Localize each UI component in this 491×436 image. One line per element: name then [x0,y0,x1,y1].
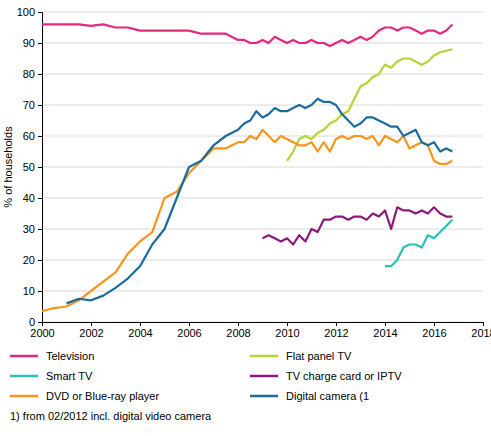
legend-item: DVD or Blue-ray player [10,390,159,402]
series-line [42,24,452,46]
series-line [263,207,453,244]
y-tick [38,260,42,261]
grid-line [42,136,483,137]
y-tick [38,136,42,137]
x-tick [434,322,435,326]
x-tick-label: 2008 [226,327,250,339]
grid-line [42,198,483,199]
legend-item: Flat panel TV [250,350,352,362]
x-tick [189,322,190,326]
legend-label: Television [46,350,94,362]
x-tick-label: 2006 [177,327,201,339]
y-tick [38,198,42,199]
series-line [67,99,453,304]
grid [42,12,483,322]
x-tick [336,322,337,326]
grid-line [42,74,483,75]
legend-label: DVD or Blue-ray player [46,390,159,402]
x-tick-label: 2010 [275,327,299,339]
y-axis-title: % of households [2,126,14,208]
y-tick-label: 20 [23,254,35,266]
legend-label: Flat panel TV [286,350,352,362]
legend-swatch [10,375,38,378]
y-axis: 0102030405060708090100 [17,6,43,328]
y-tick-label: 60 [23,130,35,142]
x-axis: 2000 2002 2004 2006 2008 2010 2012 2014 2016 2018 [30,322,491,339]
x-tick-label: 2002 [79,327,103,339]
x-tick [287,322,288,326]
y-tick-label: 10 [23,285,35,297]
legend-item: Smart TV [10,370,93,382]
plot: 0102030405060708090100200020022004200620… [17,6,491,339]
legend-swatch [250,375,278,378]
footnote: 1) from 02/2012 incl. digital video came… [10,410,212,422]
legend-label: TV charge card or IPTV [286,370,402,382]
grid-line [42,43,483,44]
legend-swatch [250,355,278,358]
y-tick-label: 70 [23,99,35,111]
y-tick [38,229,42,230]
x-tick-label: 2000 [30,327,54,339]
chart: 0102030405060708090100200020022004200620… [0,0,491,436]
x-tick [483,322,484,326]
series-line [385,220,452,267]
y-tick [38,12,42,13]
x-tick-label: 2016 [422,327,446,339]
y-tick [38,291,42,292]
x-tick [140,322,141,326]
series-line [42,130,452,311]
grid-line [42,12,483,13]
legend-label: Smart TV [46,370,93,382]
legend: Television Flat panel TV Smart TV TV charge… [10,350,402,402]
legend-swatch [10,355,38,358]
x-tick-label: 2004 [128,327,152,339]
y-axis-line [38,13,43,323]
x-tick-label: 2018 [471,327,491,339]
grid-line [42,260,483,261]
legend-swatch [250,395,278,398]
lines [42,24,452,311]
legend-item: TV charge card or IPTV [250,370,402,382]
x-tick-label: 2012 [324,327,348,339]
grid-line [42,105,483,106]
y-tick [38,74,42,75]
y-tick-label: 90 [23,37,35,49]
x-tick [42,322,43,326]
x-tick [238,322,239,326]
grid-line [42,167,483,168]
x-tick [91,322,92,326]
legend-item: Television [10,350,94,362]
y-tick-label: 30 [23,223,35,235]
y-tick-label: 100 [17,6,35,18]
legend-swatch [10,395,38,398]
legend-item: Digital camera (1 [250,390,369,402]
y-tick-label: 50 [23,161,35,173]
grid-line [42,229,483,230]
y-tick [38,167,42,168]
x-tick-label: 2014 [373,327,397,339]
x-tick [385,322,386,326]
y-tick [38,322,42,323]
y-tick [38,43,42,44]
y-tick-label: 80 [23,68,35,80]
y-tick [38,105,42,106]
legend-label: Digital camera (1 [286,390,369,402]
y-tick-label: 40 [23,192,35,204]
x-axis-line [43,323,484,327]
